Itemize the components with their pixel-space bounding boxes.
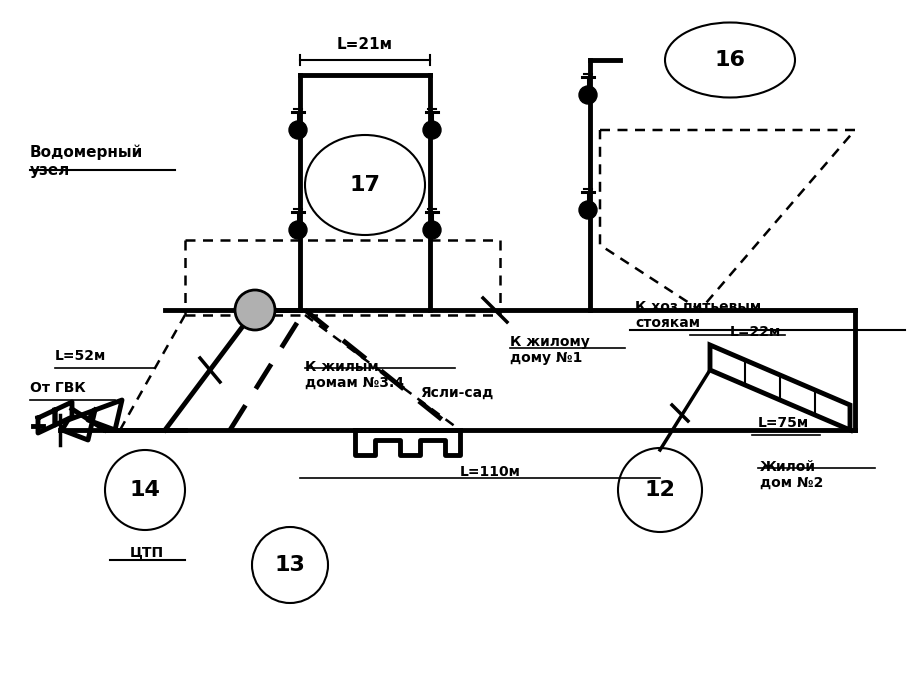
Text: 12: 12 (645, 480, 676, 500)
Text: 17: 17 (350, 175, 380, 195)
Circle shape (423, 121, 441, 139)
Text: К жилым
домам №3.4: К жилым домам №3.4 (305, 360, 404, 390)
Text: Ясли-сад: Ясли-сад (420, 386, 493, 400)
Circle shape (579, 201, 597, 219)
Text: L=52м: L=52м (55, 349, 106, 363)
Circle shape (235, 290, 275, 330)
Text: L=21м: L=21м (337, 37, 393, 52)
Circle shape (423, 221, 441, 239)
Text: От ГВК: От ГВК (30, 381, 85, 395)
Circle shape (289, 221, 307, 239)
Circle shape (289, 121, 307, 139)
Text: Водомерный
узел: Водомерный узел (30, 145, 143, 178)
Circle shape (579, 86, 597, 104)
Text: ЦТП: ЦТП (130, 545, 164, 559)
Text: К хоз.питьевым
стоякам: К хоз.питьевым стоякам (635, 300, 761, 330)
Text: Жилой
дом №2: Жилой дом №2 (760, 460, 824, 490)
Text: 14: 14 (130, 480, 161, 500)
Text: L=110м: L=110м (459, 465, 520, 479)
Text: L=75м: L=75м (758, 416, 809, 430)
Text: L=22м: L=22м (730, 325, 781, 339)
Text: К жилому
дому №1: К жилому дому №1 (510, 335, 590, 365)
Text: 16: 16 (715, 50, 745, 70)
Text: 13: 13 (274, 555, 305, 575)
